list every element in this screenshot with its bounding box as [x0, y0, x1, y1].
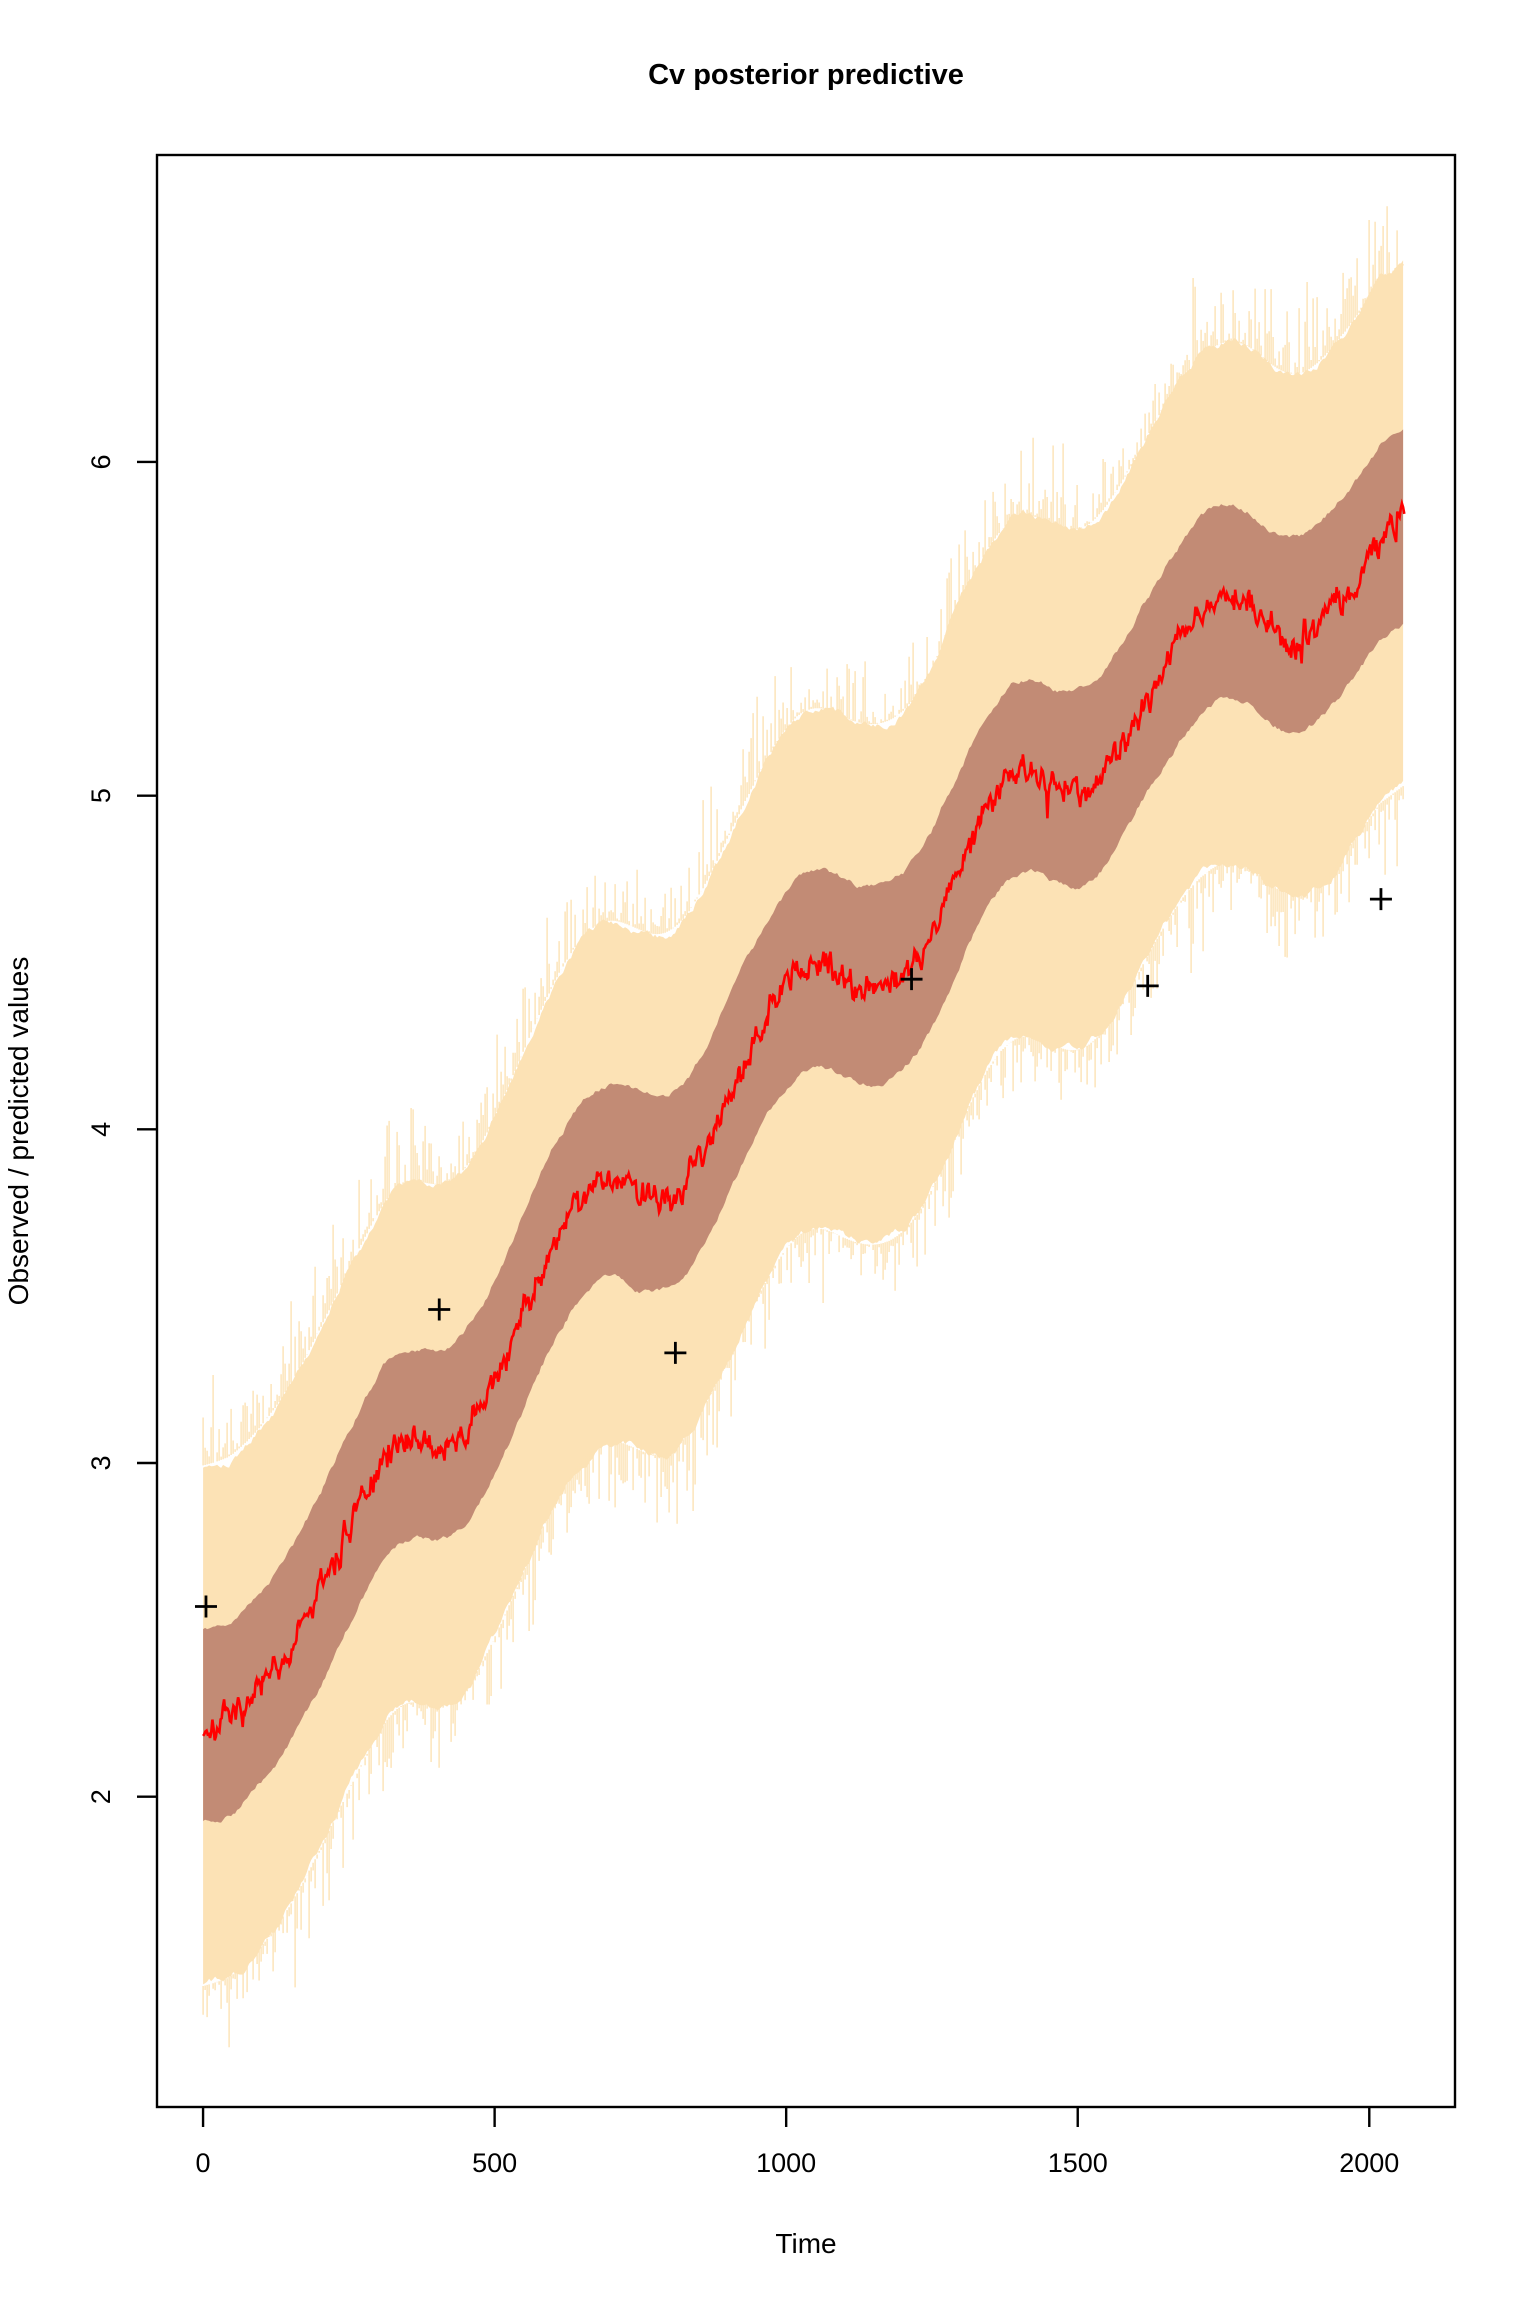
x-axis-label: Time: [775, 2228, 836, 2259]
observed-point-marker: [1369, 888, 1392, 911]
x-tick-label: 1500: [1048, 2148, 1108, 2178]
observed-point-marker: [428, 1298, 451, 1321]
plot-border: [155, 153, 1457, 2109]
y-tick-label: 5: [86, 788, 116, 803]
y-axis-label: Observed / predicted values: [3, 957, 34, 1306]
y-tick-label: 3: [86, 1455, 116, 1470]
x-tick-label: 500: [472, 2148, 517, 2178]
x-tick-label: 1000: [756, 2148, 816, 2178]
mean-line-layer: [202, 498, 1406, 1741]
outer-band-fringe: [202, 786, 1404, 2048]
observed-point-marker: [900, 968, 923, 991]
x-tick-label: 0: [196, 2148, 211, 2178]
chart-title: Cv posterior predictive: [648, 59, 964, 91]
posterior-mean-line: [202, 498, 1406, 1741]
y-tick-label: 2: [86, 1789, 116, 1804]
y-axis: 2 3 4 5 6: [86, 454, 157, 1804]
x-tick-label: 2000: [1339, 2148, 1399, 2178]
observed-point-marker: [194, 1595, 217, 1618]
observed-points-layer: [194, 888, 1392, 1618]
observed-point-marker: [1136, 974, 1159, 997]
x-axis: 0 500 1000 1500 2000: [196, 2107, 1399, 2178]
observed-point-marker: [664, 1341, 687, 1364]
y-tick-label: 4: [86, 1122, 116, 1137]
outer-band-fringe: [202, 206, 1404, 1466]
y-tick-label: 6: [86, 454, 116, 469]
